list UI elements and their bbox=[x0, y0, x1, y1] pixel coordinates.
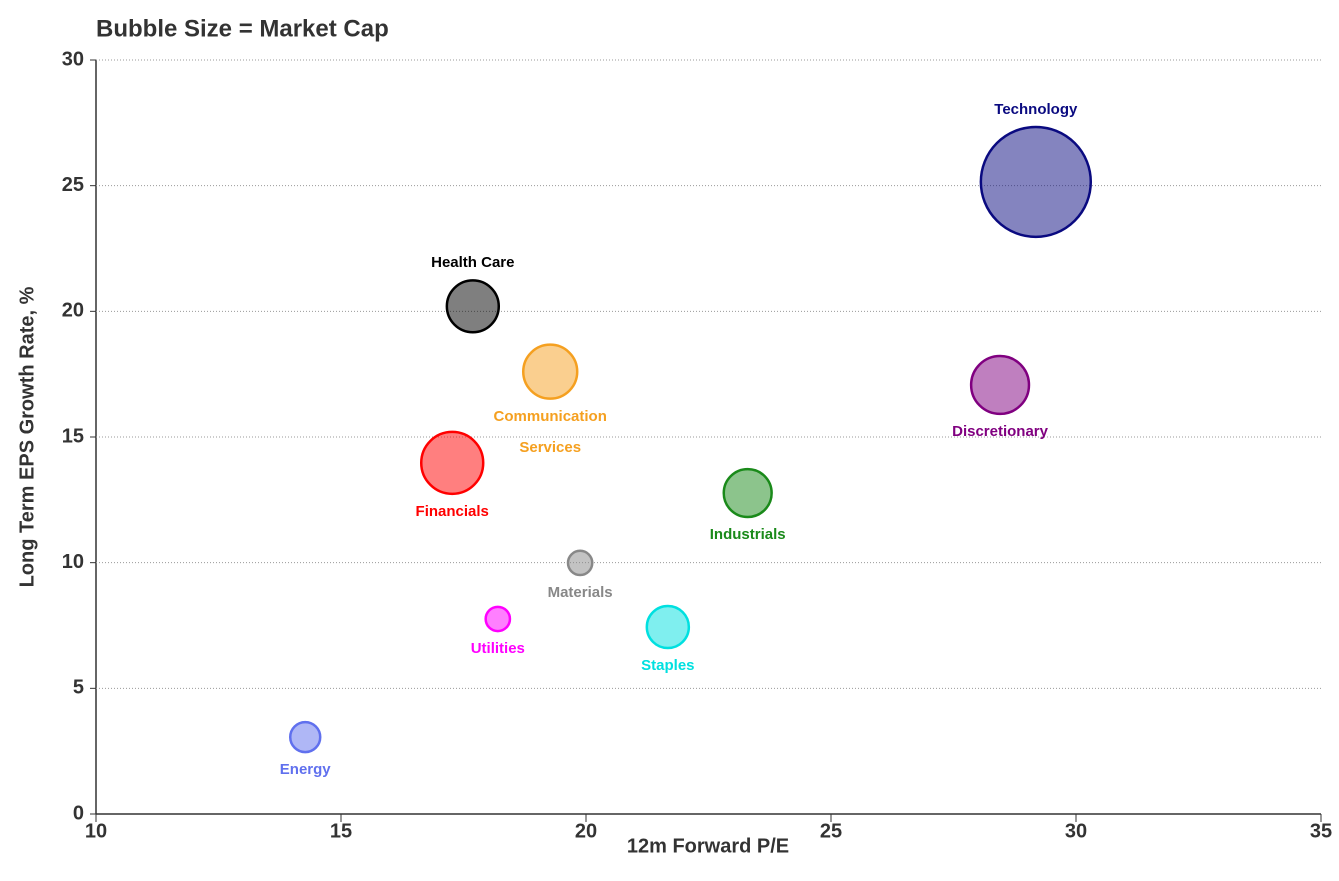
x-axis-label: 12m Forward P/E bbox=[627, 835, 789, 857]
y-tick-label: 20 bbox=[62, 300, 84, 322]
bubble-label: Utilities bbox=[470, 640, 525, 658]
bubble bbox=[445, 279, 501, 334]
bubble bbox=[288, 720, 322, 754]
bubble-label: Communication Services bbox=[493, 407, 607, 456]
x-tick-label: 20 bbox=[575, 820, 597, 842]
y-axis-label: Long Term EPS Growth Rate, % bbox=[16, 286, 38, 587]
bubble bbox=[722, 467, 773, 519]
bubble bbox=[419, 430, 485, 496]
bubble-label: Technology bbox=[994, 100, 1078, 118]
x-tick-label: 25 bbox=[820, 820, 842, 842]
bubble-label: Staples bbox=[641, 657, 695, 675]
x-tick-label: 30 bbox=[1065, 820, 1087, 842]
bubble-label: Discretionary bbox=[952, 422, 1048, 440]
chart-title: Bubble Size = Market Cap bbox=[96, 15, 389, 42]
bubble bbox=[645, 604, 691, 650]
bubble bbox=[566, 549, 594, 577]
bubble-label: Health Care bbox=[431, 254, 515, 272]
x-tick-label: 35 bbox=[1310, 820, 1332, 842]
y-tick-label: 0 bbox=[73, 802, 84, 824]
bubble bbox=[484, 605, 512, 633]
bubble-label: Energy bbox=[279, 761, 331, 779]
bubble-label: Industrials bbox=[709, 525, 786, 543]
bubble bbox=[979, 125, 1093, 239]
x-tick-label: 15 bbox=[330, 820, 352, 842]
bubble-label: Materials bbox=[547, 584, 613, 602]
y-tick-label: 5 bbox=[73, 677, 84, 699]
y-tick-label: 10 bbox=[62, 551, 84, 573]
x-tick-label: 10 bbox=[85, 820, 107, 842]
bubble bbox=[969, 354, 1031, 416]
y-tick-label: 15 bbox=[62, 425, 84, 447]
y-tick-label: 30 bbox=[62, 48, 84, 70]
y-tick-label: 25 bbox=[62, 174, 84, 196]
bubble-label: Financials bbox=[415, 502, 489, 520]
bubble bbox=[521, 343, 579, 400]
